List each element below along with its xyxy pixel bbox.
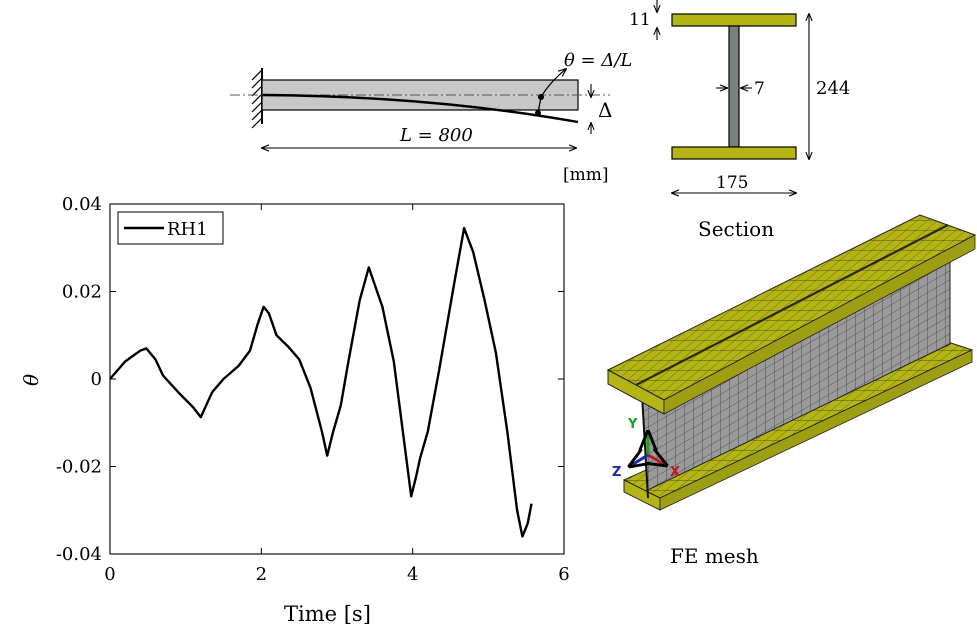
y-tick-label: 0.02	[62, 282, 102, 303]
top-flange	[671, 13, 797, 27]
section-caption: Section	[698, 217, 774, 241]
length-label: L = 800	[399, 125, 473, 146]
fe-mesh-model: Y X Z FE mesh	[606, 214, 977, 568]
axis-y-label: Y	[627, 417, 638, 432]
x-tick-label: 2	[256, 564, 267, 585]
delta-label: Δ	[598, 98, 612, 122]
mesh-top-flange-centerline	[635, 224, 949, 386]
y-tick-label: -0.04	[56, 544, 102, 565]
rotation-arrow	[540, 69, 566, 98]
mesh-caption: FE mesh	[670, 544, 759, 568]
legend: RH1	[117, 211, 224, 245]
plot-frame	[109, 203, 565, 555]
bottom-flange	[671, 146, 797, 160]
x-tick-label: 0	[104, 564, 115, 585]
x-ticks: 0 2 4 6	[104, 204, 570, 585]
y-tick-label: 0	[91, 369, 102, 390]
y-ticks: 0.04 0.02 0 -0.02 -0.04	[56, 194, 564, 565]
web-thickness-label: 7	[754, 79, 765, 99]
axis-x-label: X	[670, 465, 680, 480]
fixed-support-hatch	[251, 68, 263, 129]
width-label: 175	[716, 173, 748, 193]
x-tick-label: 4	[407, 564, 418, 585]
units-label: [mm]	[563, 165, 609, 185]
x-tick-label: 6	[558, 564, 569, 585]
cantilever-beam-sketch: θ = Δ/L Δ L = 800 [mm]	[230, 50, 632, 185]
height-label: 244	[816, 78, 850, 99]
rotation-point-bottom	[535, 110, 541, 116]
mesh-top-flange-front	[663, 234, 976, 415]
y-tick-label: 0.04	[62, 194, 102, 215]
theta-time-chart: 0.04 0.02 0 -0.02 -0.04 0 2 4 6 RH1 θ Time [s]	[19, 194, 570, 626]
theta-formula: θ = Δ/L	[564, 50, 632, 71]
x-axis-label: Time [s]	[284, 602, 371, 626]
flange-thickness-label: 11	[629, 10, 651, 30]
y-tick-label: -0.02	[56, 457, 102, 478]
y-axis-label: θ	[19, 374, 43, 386]
legend-label: RH1	[167, 219, 208, 240]
series-line-rh1	[109, 226, 533, 538]
mesh-bottom-flange-front	[659, 349, 973, 511]
web	[728, 25, 740, 148]
axis-triad: Y X Z	[612, 417, 680, 480]
axis-z-label: Z	[612, 465, 621, 480]
i-section-drawing: 11 7 244 175 Section	[629, 0, 850, 241]
